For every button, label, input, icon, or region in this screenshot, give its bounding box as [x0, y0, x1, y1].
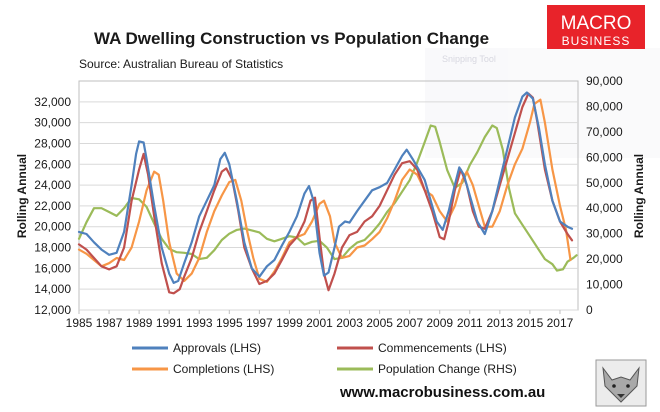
- right-tick-label: 20,000: [586, 252, 623, 266]
- x-tick-label: 2013: [486, 316, 513, 330]
- logo-line-1: MACRO: [561, 13, 632, 34]
- x-tick-label: 2011: [457, 316, 483, 330]
- chart-source: Source: Australian Bureau of Statistics: [79, 57, 283, 71]
- macrobusiness-logo: MACRO BUSINESS: [547, 5, 645, 49]
- left-tick-label: 30,000: [34, 116, 71, 130]
- left-tick-label: 26,000: [34, 157, 71, 171]
- chart-title: WA Dwelling Construction vs Population C…: [94, 29, 489, 48]
- x-tick-label: 1993: [186, 316, 213, 330]
- left-tick-label: 28,000: [34, 136, 71, 150]
- gridlines: [79, 101, 578, 311]
- x-axis: 1985 1987 1989 1991 1993 1995 1997 1999 2001 2003…: [66, 310, 574, 330]
- series-line-approvals: [77, 91, 574, 284]
- website-url[interactable]: www.macrobusiness.com.au: [339, 384, 545, 401]
- legend-item-commencements: Commencements (LHS): [337, 341, 507, 355]
- x-tick-label: 1987: [96, 316, 123, 330]
- right-tick-label: 50,000: [586, 176, 623, 190]
- logo-background: [547, 5, 645, 49]
- left-tick-label: 14,000: [34, 282, 71, 296]
- left-tick-label: 18,000: [34, 241, 71, 255]
- x-tick-label: 1999: [276, 316, 303, 330]
- left-tick-label: 12,000: [34, 303, 71, 317]
- right-tick-label: 10,000: [586, 278, 623, 292]
- x-tick-label: 1989: [126, 316, 153, 330]
- left-tick-label: 32,000: [34, 95, 71, 109]
- x-tick-label: 1997: [246, 316, 273, 330]
- right-tick-label: 60,000: [586, 150, 623, 164]
- right-tick-label: 80,000: [586, 99, 623, 113]
- x-tick-label: 2015: [517, 316, 544, 330]
- x-tick-label: 1985: [66, 316, 93, 330]
- watermark-text: Snipping Tool: [442, 54, 496, 64]
- x-tick-label: 2005: [366, 316, 393, 330]
- right-tick-label: 30,000: [586, 227, 623, 241]
- x-tick-label: 2001: [306, 316, 333, 330]
- legend: Approvals (LHS) Commencements (LHS) Comp…: [132, 341, 517, 376]
- legend-label-approvals: Approvals (LHS): [173, 341, 261, 355]
- legend-label-completions: Completions (LHS): [173, 362, 274, 376]
- logo-line-2: BUSINESS: [562, 34, 631, 48]
- left-tick-label: 22,000: [34, 199, 71, 213]
- left-axis: 12,000 14,000 16,000 18,000 20,000 22,000 24,0…: [34, 95, 71, 317]
- right-tick-label: 0: [586, 303, 593, 317]
- legend-label-population: Population Change (RHS): [378, 362, 517, 376]
- right-axis-title: Rolling Annual: [632, 154, 646, 238]
- left-tick-label: 24,000: [34, 178, 71, 192]
- x-tick-label: 2009: [426, 316, 453, 330]
- x-tick-label: 2007: [396, 316, 423, 330]
- left-tick-label: 20,000: [34, 220, 71, 234]
- left-axis-title: Rolling Annual: [15, 154, 29, 238]
- legend-item-population: Population Change (RHS): [337, 362, 517, 376]
- x-tick-label: 1995: [216, 316, 243, 330]
- x-tick-label: 2003: [336, 316, 363, 330]
- left-tick-label: 16,000: [34, 261, 71, 275]
- x-tick-label: 2017: [547, 316, 574, 330]
- right-axis: 0 10,000 20,000 30,000 40,000 50,000 60,000 70,…: [586, 74, 623, 317]
- snipping-tool-watermark: Snipping Tool: [425, 48, 660, 158]
- x-tick-label: 1991: [156, 316, 183, 330]
- legend-item-approvals: Approvals (LHS): [132, 341, 261, 355]
- legend-item-completions: Completions (LHS): [132, 362, 274, 376]
- mascot-logo: [595, 359, 647, 407]
- right-tick-label: 70,000: [586, 125, 623, 139]
- legend-label-commencements: Commencements (LHS): [378, 341, 507, 355]
- series-lines: [77, 91, 578, 295]
- series-line-completions: [77, 98, 572, 283]
- right-tick-label: 40,000: [586, 201, 623, 215]
- right-tick-label: 90,000: [586, 74, 623, 88]
